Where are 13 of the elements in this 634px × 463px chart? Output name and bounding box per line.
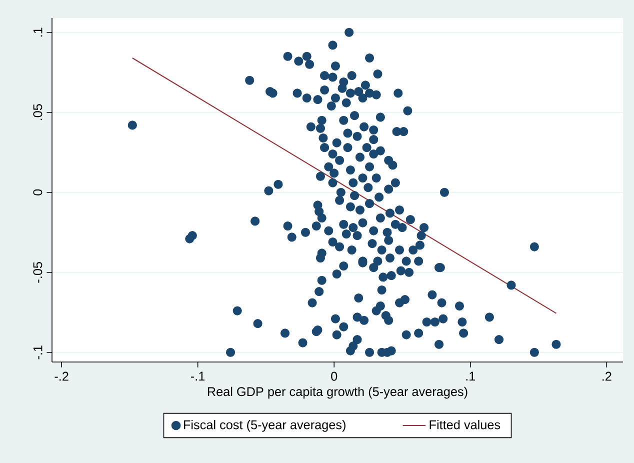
y-tick-label: 0 <box>33 189 42 196</box>
y-tick-label: .1 <box>33 28 42 37</box>
y-tick-label: -.1 <box>33 346 42 360</box>
y-tick-label: .05 <box>33 104 42 120</box>
legend-label: Fiscal cost (5-year averages) <box>184 420 346 432</box>
y-tick-label: -.05 <box>33 262 42 283</box>
x-tick-label: -.2 <box>54 372 68 381</box>
x-tick-label: .1 <box>466 372 476 381</box>
x-axis-title: Real GDP per capita growth (5-year averages) <box>208 386 468 399</box>
x-tick-label: .2 <box>602 372 612 381</box>
x-tick-label: -.1 <box>191 372 205 381</box>
legend-label: Fitted values <box>430 420 500 430</box>
x-tick-label: 0 <box>331 372 338 381</box>
